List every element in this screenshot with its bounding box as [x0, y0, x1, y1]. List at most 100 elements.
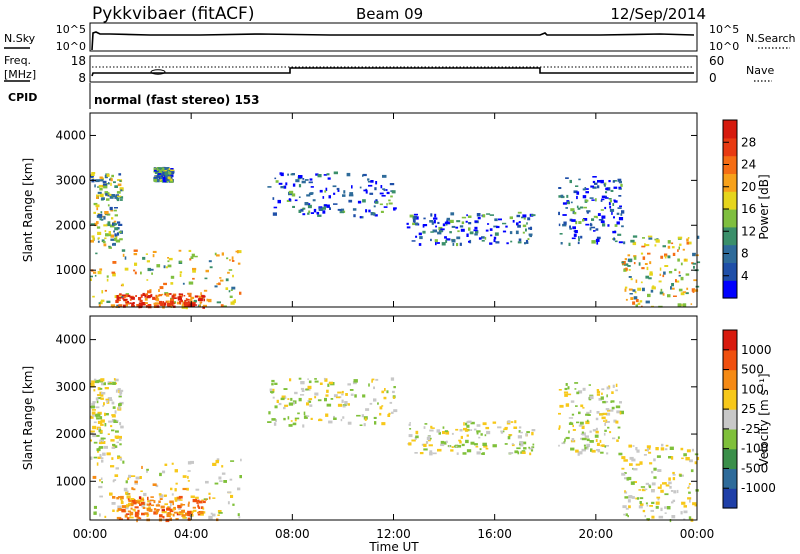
echo-cell [570, 208, 575, 212]
power-ylabel: Slant Range [km] [21, 158, 35, 262]
echo-cell [298, 209, 302, 213]
echo-cell [436, 242, 440, 244]
echo-cell [521, 451, 526, 454]
echo-cell [651, 470, 654, 474]
echo-cell [156, 264, 161, 268]
echo-cell [187, 461, 192, 465]
echo-cell [91, 409, 96, 411]
echo-cell [613, 200, 618, 203]
echo-cell [344, 401, 348, 405]
y-tick-label: 1000 [55, 474, 86, 488]
echo-cell [516, 214, 521, 218]
echo-cell [99, 513, 101, 517]
echo-cell [239, 475, 242, 479]
echo-cell [298, 377, 302, 380]
echo-cell [596, 236, 601, 240]
echo-cell [467, 215, 472, 218]
echo-cell [618, 180, 622, 184]
echo-cell [156, 298, 160, 302]
echo-cell [104, 211, 109, 215]
echo-cell [572, 424, 574, 428]
echo-cell [363, 423, 366, 427]
echo-cell [140, 294, 143, 298]
echo-cell [173, 297, 177, 299]
echo-cell [661, 443, 664, 447]
echo-cell [608, 180, 611, 183]
echo-cell [631, 458, 636, 462]
echo-cell [339, 211, 344, 214]
echo-cell [95, 414, 98, 418]
colorbar-cell [723, 280, 737, 299]
echo-cell [96, 417, 100, 420]
echo-cell [486, 430, 491, 435]
echo-cell [636, 449, 640, 453]
echo-cell [572, 429, 576, 431]
echo-cell [184, 301, 189, 305]
echo-cell [602, 223, 606, 227]
echo-cell [183, 295, 186, 297]
echo-cell [645, 275, 650, 279]
echo-cell [284, 404, 289, 407]
echo-cell [92, 413, 95, 417]
echo-cell [116, 221, 121, 224]
echo-cell [568, 430, 570, 434]
echo-cell [518, 221, 521, 224]
echo-cell [108, 231, 111, 235]
echo-cell [596, 389, 600, 391]
echo-cell [275, 419, 277, 422]
echo-cell [114, 435, 120, 439]
echo-cell [90, 173, 95, 176]
echo-cell [356, 414, 361, 417]
echo-cell [325, 413, 329, 417]
echo-cell [696, 456, 700, 461]
colorbar-frame [722, 329, 738, 509]
echo-cell [518, 238, 522, 242]
echo-cell [98, 442, 101, 444]
echo-cell [149, 268, 154, 271]
echo-cell [418, 232, 422, 236]
echo-cell [668, 481, 672, 485]
echo-cell [578, 424, 583, 427]
echo-cell [308, 388, 311, 391]
echo-cell [300, 394, 305, 396]
nave-label: Nave [746, 64, 774, 77]
echo-cell [648, 485, 652, 489]
echo-region [116, 495, 206, 523]
echo-cell [566, 194, 569, 198]
echo-cell [430, 213, 433, 217]
echo-cell [119, 389, 124, 392]
echo-cell [328, 420, 333, 424]
echo-cell [442, 431, 446, 435]
echo-cell [589, 227, 592, 231]
echo-cell [672, 499, 676, 502]
echo-cell [342, 194, 346, 197]
echo-cell [112, 261, 117, 264]
echo-cell [90, 239, 94, 243]
echo-cell [645, 244, 650, 247]
echo-cell [595, 427, 598, 431]
echo-cell [692, 252, 696, 257]
echo-cell [645, 300, 650, 304]
echo-cell [657, 486, 662, 489]
echo-cell [672, 474, 676, 476]
echo-cell [442, 441, 447, 445]
echo-cell [585, 191, 589, 194]
echo-cell [650, 289, 654, 293]
echo-cell [182, 475, 187, 478]
echo-cell [141, 512, 146, 516]
echo-cell [479, 448, 482, 451]
echo-cell [122, 297, 125, 300]
echo-cell [518, 426, 522, 429]
echo-cell [670, 286, 672, 290]
echo-cell [688, 491, 691, 494]
echo-cell [188, 281, 194, 285]
echo-cell [522, 224, 527, 228]
echo-cell [125, 303, 128, 307]
echo-cell [368, 184, 373, 187]
echo-cell [581, 431, 584, 434]
echo-cell [459, 242, 462, 246]
echo-cell [171, 301, 174, 304]
echo-cell [459, 225, 464, 228]
echo-region [92, 457, 242, 522]
